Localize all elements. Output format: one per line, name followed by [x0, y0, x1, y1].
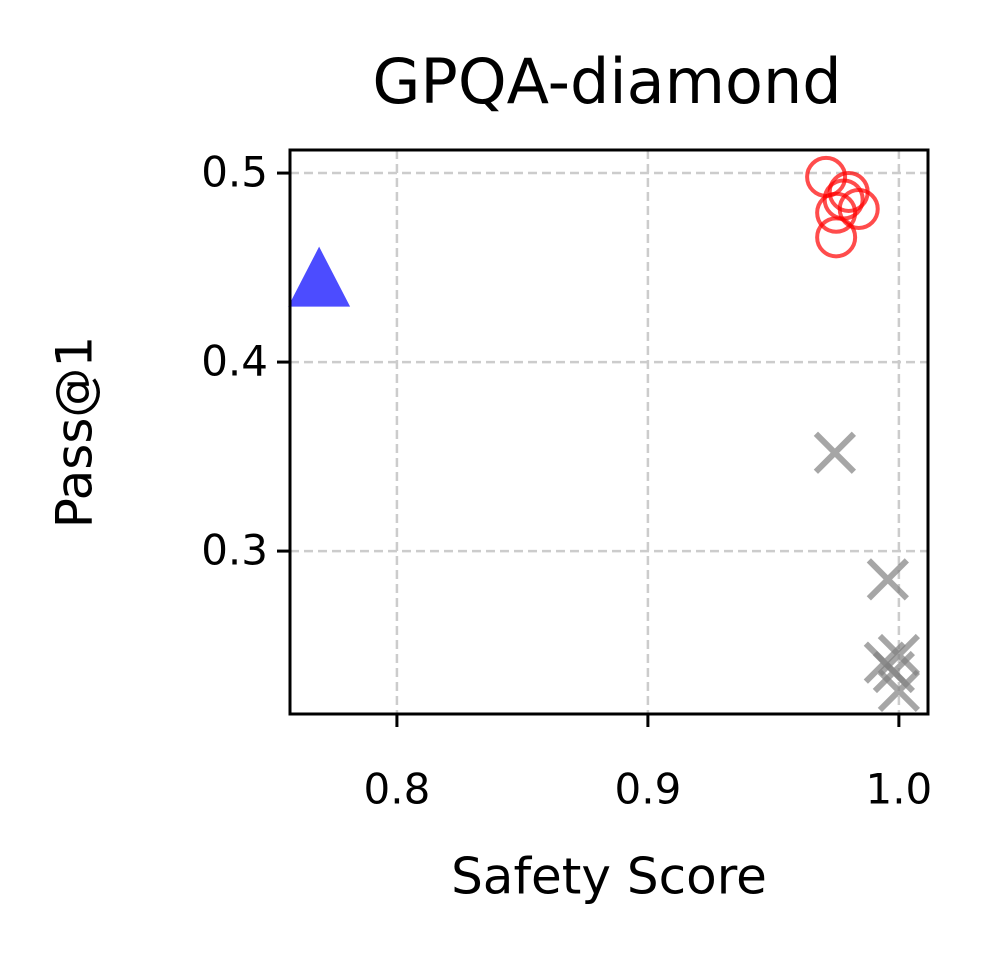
point	[822, 178, 865, 221]
point	[872, 650, 915, 694]
chart-title: GPQA-diamond	[372, 45, 841, 118]
point	[815, 216, 858, 259]
point	[288, 246, 351, 307]
point	[866, 558, 909, 601]
x-axis-label: Safety Score	[451, 848, 767, 906]
y-tick-label: 0.3	[201, 526, 268, 575]
y-tick-label: 0.4	[201, 337, 268, 386]
x-tick-label: 0.8	[364, 765, 431, 814]
x-tick-label: 0.9	[615, 765, 682, 814]
point	[813, 431, 857, 474]
y-tick-label: 0.5	[201, 148, 268, 197]
y-axis-label: Pass@1	[46, 336, 104, 528]
plot-frame	[288, 148, 930, 716]
x-tick-label: 1.0	[865, 765, 932, 814]
